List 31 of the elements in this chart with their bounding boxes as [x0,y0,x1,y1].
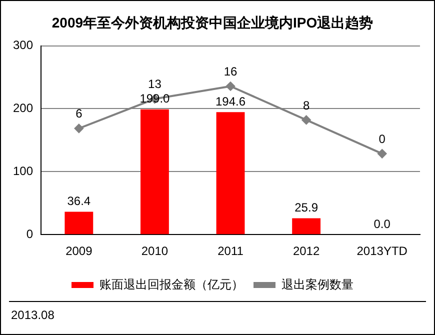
bar [292,218,321,234]
x-tick-label: 2012 [292,244,320,258]
text: 2013.08 [10,307,56,322]
data-label: 199.0 [140,92,170,106]
legend-label: 账面退出回报金额（亿元） [100,277,244,292]
point [302,115,311,124]
data-label: 25.9 [294,200,318,215]
data-label: 16 [224,64,238,79]
data-label: 0 [378,132,386,146]
data-label: 194.6 [215,94,246,108]
x-tick-label: 2011 [218,244,244,258]
bar [64,212,94,234]
x-tick-label: 2009 [66,244,93,258]
legend-label: 退出案例数量 [282,277,354,292]
y-tick-label: 0 [26,226,34,241]
point [226,82,236,91]
data-label: 0.0 [374,216,391,231]
x-tick-label: 2010 [141,244,168,258]
bar [140,109,169,234]
point [74,124,84,133]
data-label: 6 [76,106,83,121]
data-label: 36.4 [67,194,91,208]
x-tick-label: 2013YTD [356,244,408,258]
y-tick-label: 100 [12,164,34,178]
chart-title: 2009年至今外资机构投资中国企业境内IPO退出趋势 [52,14,374,30]
point [378,149,387,158]
y-tick-label: 200 [12,101,34,116]
bar [216,112,245,234]
data-label: 8 [302,98,310,112]
y-tick-label: 300 [12,38,34,52]
data-label: 13 [148,77,162,92]
